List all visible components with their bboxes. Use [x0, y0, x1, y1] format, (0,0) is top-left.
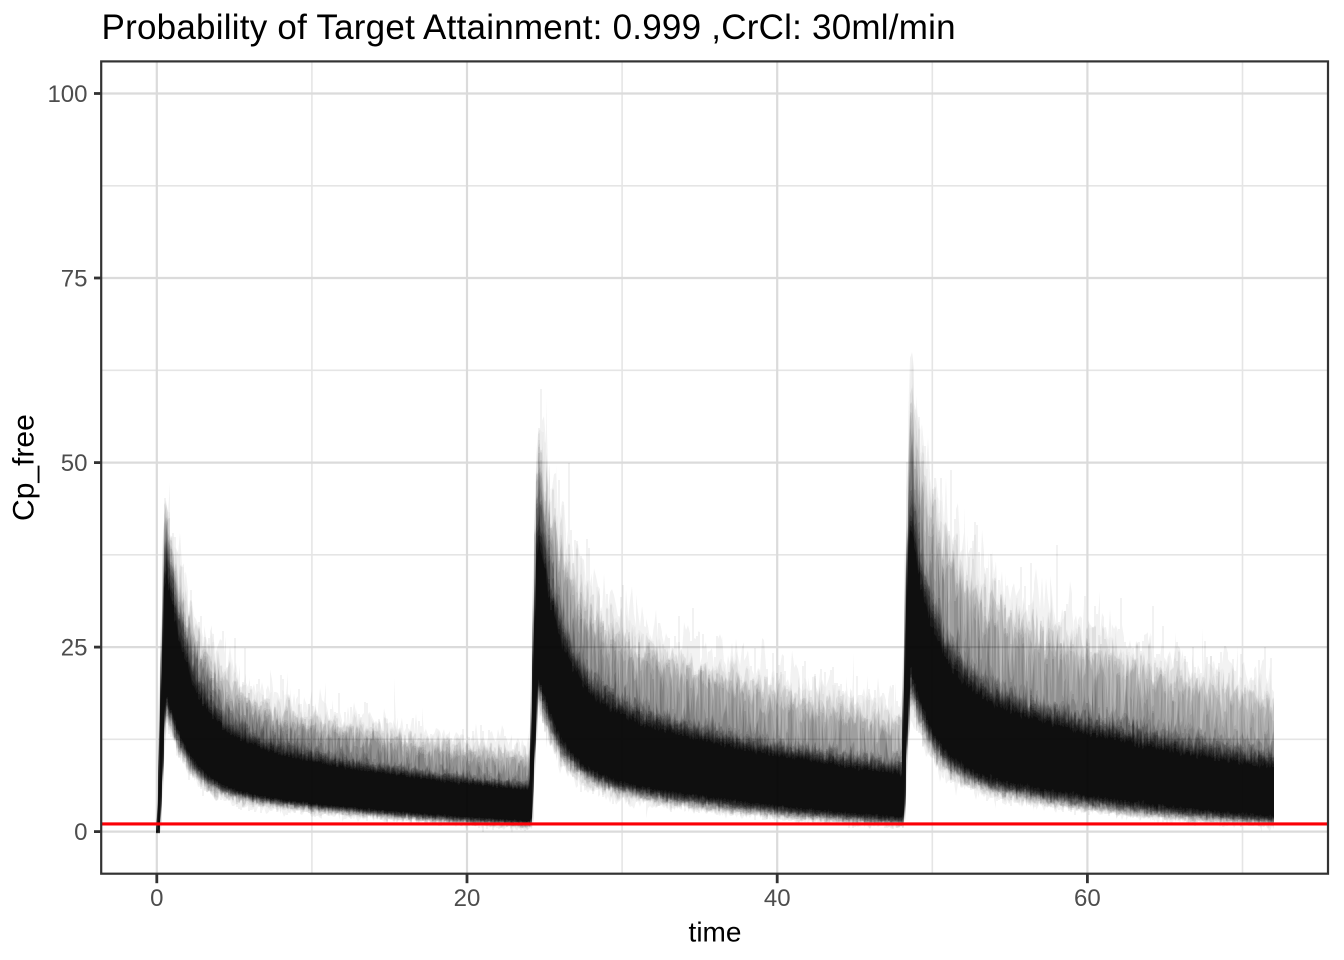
svg-text:75: 75 [61, 266, 88, 293]
svg-text:20: 20 [454, 885, 481, 912]
svg-text:time: time [689, 917, 742, 948]
svg-text:60: 60 [1074, 885, 1101, 912]
svg-text:50: 50 [61, 450, 88, 477]
svg-text:0: 0 [150, 885, 163, 912]
svg-text:25: 25 [61, 635, 88, 662]
svg-text:0: 0 [74, 819, 87, 846]
svg-text:100: 100 [47, 81, 87, 108]
svg-text:Probability of Target Attainme: Probability of Target Attainment: 0.999 … [102, 8, 956, 47]
svg-text:40: 40 [764, 885, 791, 912]
svg-text:Cp_free: Cp_free [8, 414, 41, 521]
